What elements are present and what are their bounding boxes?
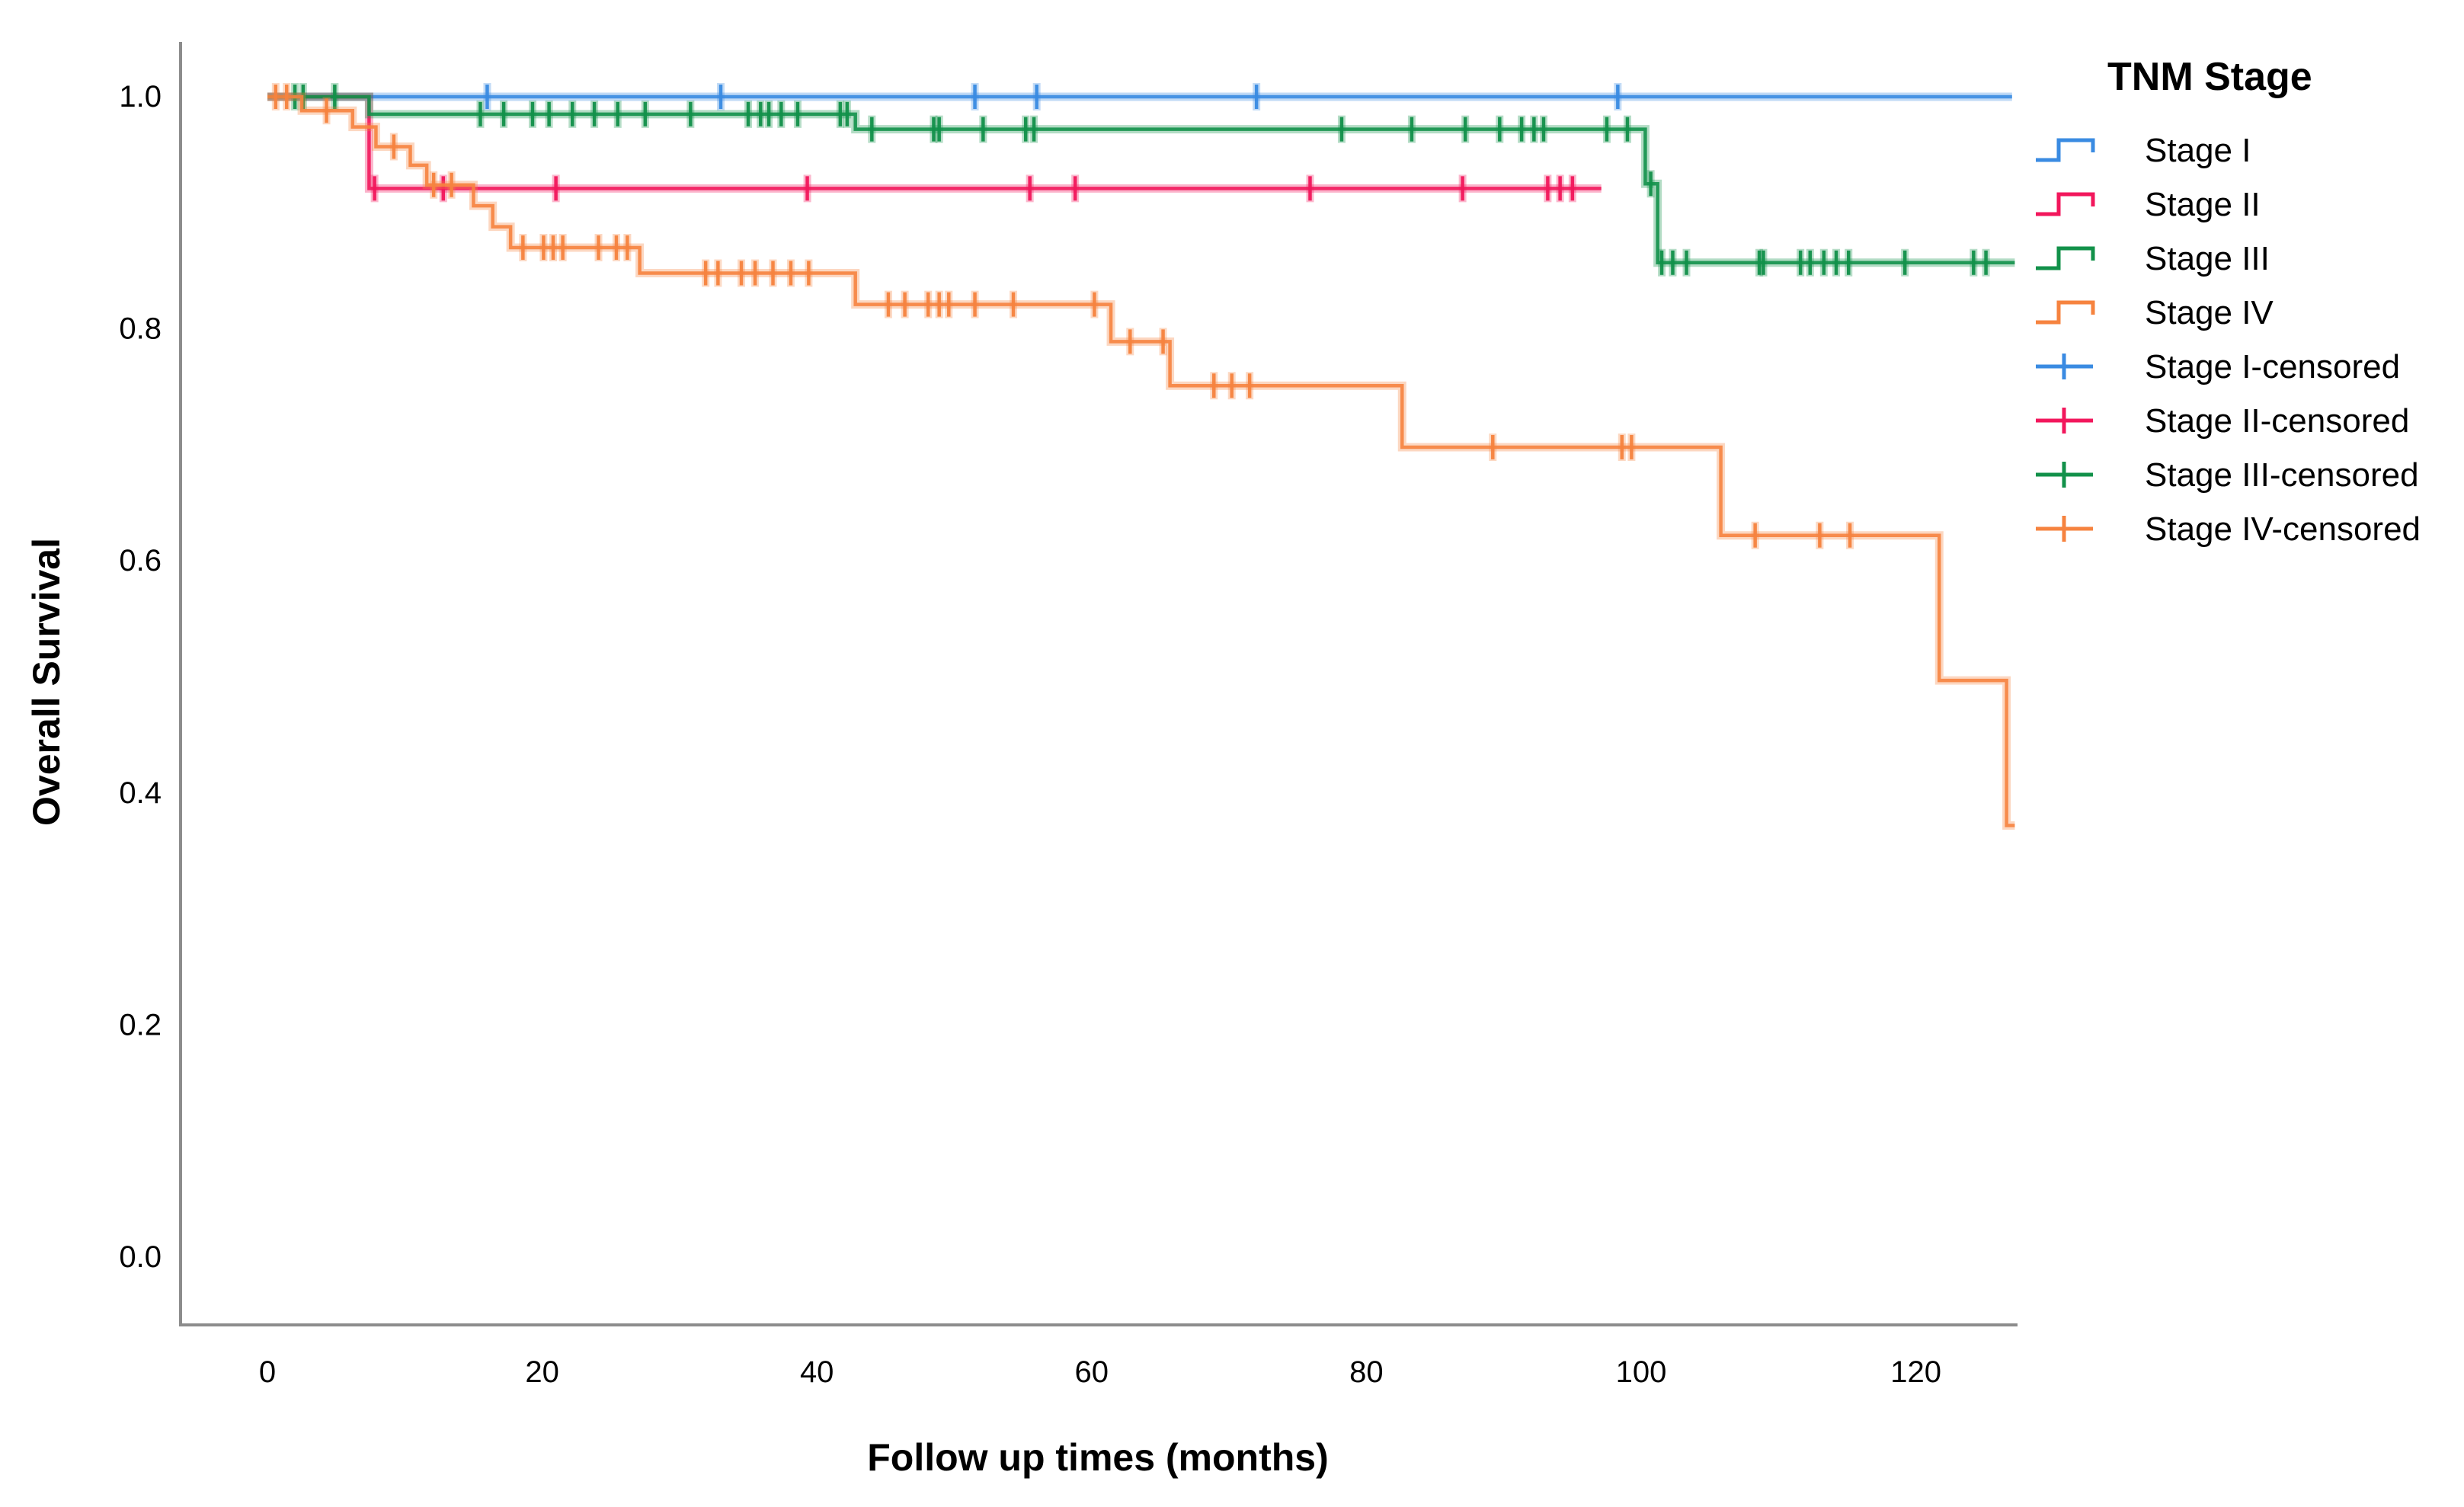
legend-item-stage-2-censored: Stage II-censored — [2036, 402, 2409, 440]
stage-1-curve — [267, 83, 2012, 110]
y-axis-tick-labels: 1.0 0.8 0.6 0.4 0.2 0.0 — [119, 80, 162, 1274]
legend-item-label: Stage II-censored — [2145, 402, 2409, 440]
y-axis-title: Overall Survival — [25, 538, 68, 826]
stage-1-line-swatch — [2036, 138, 2095, 162]
x-tick-label: 40 — [800, 1355, 834, 1389]
stage-3-censored-swatch — [2036, 462, 2093, 488]
legend-item-stage-4-censored: Stage IV-censored — [2036, 510, 2421, 548]
legend-item-stage-1: Stage I — [2036, 132, 2251, 169]
legend-item-label: Stage II — [2145, 186, 2261, 223]
x-axis-title: Follow up times (months) — [867, 1436, 1329, 1479]
x-tick-label: 80 — [1349, 1355, 1384, 1389]
stage-3-line — [267, 94, 2015, 265]
y-tick-label: 0.6 — [119, 544, 162, 578]
y-tick-label: 0.4 — [119, 776, 162, 810]
y-tick-label: 0.2 — [119, 1008, 162, 1041]
legend-item-label: Stage I — [2145, 132, 2251, 169]
x-axis-tick-labels: 0 20 40 60 80 100 120 — [259, 1355, 1941, 1389]
x-tick-label: 60 — [1075, 1355, 1109, 1389]
legend-item-label: Stage I-censored — [2145, 348, 2400, 386]
legend-item-stage-3: Stage III — [2036, 240, 2270, 277]
legend-item-stage-1-censored: Stage I-censored — [2036, 348, 2400, 386]
survival-curves — [267, 83, 2015, 830]
stage-2-censored-swatch — [2036, 408, 2093, 434]
legend-item-stage-4: Stage IV — [2036, 294, 2274, 331]
y-tick-label: 0.0 — [119, 1240, 162, 1274]
x-tick-label: 0 — [259, 1355, 276, 1389]
stage-4-line-halo — [267, 92, 2015, 830]
stage-4-line-swatch — [2036, 300, 2095, 325]
stage-2-line-swatch — [2036, 192, 2095, 216]
x-tick-label: 100 — [1616, 1355, 1667, 1389]
legend-item-stage-2: Stage II — [2036, 186, 2261, 223]
stage-3-line-swatch — [2036, 246, 2095, 270]
stage-3-censor-marks — [291, 83, 1990, 277]
y-tick-label: 1.0 — [119, 80, 162, 114]
stage-4-censored-swatch — [2036, 516, 2093, 542]
legend-item-stage-3-censored: Stage III-censored — [2036, 456, 2419, 494]
legend-item-label: Stage IV-censored — [2145, 510, 2421, 548]
stage-1-censor-marks — [483, 83, 1622, 110]
x-tick-label: 20 — [525, 1355, 559, 1389]
x-tick-label: 120 — [1890, 1355, 1941, 1389]
stage-4-censor-marks — [271, 83, 1854, 549]
legend-item-label: Stage III-censored — [2145, 456, 2419, 494]
stage-3-curve — [267, 83, 2015, 277]
stage-4-curve — [267, 83, 2015, 830]
stage-1-censored-swatch — [2036, 354, 2093, 379]
legend-item-label: Stage III — [2145, 240, 2270, 277]
legend-item-label: Stage IV — [2145, 294, 2274, 331]
legend: TNM Stage Stage I Stage II Stage III Sta… — [2036, 55, 2421, 548]
stage-2-censor-marks — [370, 174, 1576, 203]
y-tick-label: 0.8 — [119, 312, 162, 346]
stage-4-line — [267, 94, 2015, 827]
legend-title: TNM Stage — [2107, 55, 2312, 99]
